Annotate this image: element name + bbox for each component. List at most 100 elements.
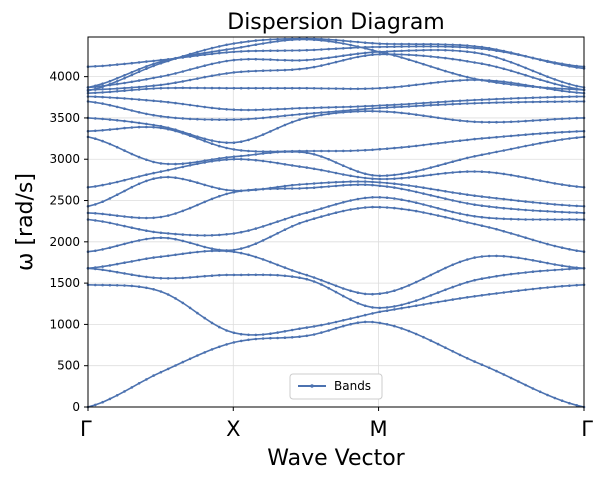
band-point	[159, 231, 163, 235]
band-point	[305, 67, 309, 70]
band-point	[466, 170, 469, 173]
band-point	[174, 162, 177, 166]
band-point	[210, 321, 214, 325]
band-point	[342, 294, 345, 298]
band-point	[371, 205, 374, 209]
band-point	[400, 327, 403, 330]
band-point	[466, 280, 469, 284]
band-point	[458, 74, 462, 77]
band-point	[123, 86, 126, 90]
band-point	[334, 320, 338, 324]
band-point	[152, 113, 155, 117]
band-point	[101, 85, 104, 89]
band-point	[254, 39, 258, 42]
band-point	[108, 142, 112, 146]
band-point	[546, 140, 549, 144]
band-point	[327, 47, 331, 51]
band-point	[261, 225, 265, 228]
band-point	[502, 291, 506, 294]
band-point	[502, 373, 506, 376]
band-point	[145, 78, 148, 81]
band-point	[225, 158, 228, 161]
band-point	[210, 46, 214, 50]
band-point	[356, 175, 360, 179]
band-point	[538, 179, 542, 182]
band-point	[444, 43, 447, 46]
band-point	[101, 220, 104, 223]
band-series	[86, 78, 586, 95]
band-point	[101, 91, 104, 94]
band-point	[371, 109, 374, 113]
band-point	[575, 100, 578, 103]
band-point	[451, 102, 455, 106]
band-point	[225, 329, 228, 332]
band-point	[466, 138, 469, 142]
band-point	[210, 197, 214, 201]
band-point	[210, 234, 214, 237]
band-series	[86, 320, 586, 409]
band-point	[356, 110, 360, 113]
band-point	[298, 59, 301, 62]
band-point	[276, 336, 279, 340]
band-point	[203, 200, 206, 204]
band-point	[174, 86, 177, 90]
band-point	[502, 67, 506, 71]
band-point	[363, 320, 367, 324]
band-point	[269, 115, 272, 119]
band-point	[546, 286, 549, 289]
band-point	[290, 164, 294, 167]
band-point	[218, 325, 221, 329]
band-point	[378, 106, 382, 110]
band-point	[152, 171, 155, 175]
band-point	[568, 130, 571, 134]
band-series	[86, 95, 586, 112]
band-point	[560, 89, 564, 93]
band-point	[181, 162, 185, 165]
band-point	[451, 210, 455, 214]
band-point	[517, 100, 520, 104]
band-point	[422, 104, 425, 107]
band-point	[451, 49, 455, 52]
band-point	[495, 274, 498, 278]
band-point	[334, 110, 338, 113]
band-point	[509, 290, 513, 293]
band-point	[239, 273, 243, 277]
band-point	[320, 331, 323, 334]
band-point	[553, 95, 557, 99]
band-point	[546, 269, 549, 272]
band-point	[480, 294, 484, 297]
band-point	[101, 64, 104, 68]
band-point	[502, 49, 506, 53]
band-point	[356, 40, 360, 44]
y-tick-label: 2500	[49, 194, 80, 208]
band-point	[560, 84, 564, 87]
band-point	[254, 188, 258, 192]
band-point	[400, 183, 403, 186]
band-point	[378, 321, 382, 325]
band-point	[509, 134, 513, 138]
band-point	[115, 90, 119, 93]
band-point	[342, 209, 345, 213]
band-point	[145, 87, 148, 91]
band-point	[575, 404, 578, 407]
band-point	[130, 216, 134, 219]
band-point	[466, 120, 469, 123]
band-point	[429, 205, 433, 208]
band-point	[487, 254, 491, 258]
band-point	[342, 164, 345, 167]
band-point	[239, 50, 243, 53]
band-point	[444, 48, 447, 52]
band-point	[247, 333, 250, 337]
x-tick-label: M	[370, 417, 388, 441]
band-point	[247, 149, 250, 153]
band-point	[276, 69, 279, 72]
band-point	[247, 70, 250, 73]
band-point	[538, 96, 542, 99]
band-point	[174, 297, 177, 300]
band-point	[312, 106, 316, 110]
band-point	[254, 337, 258, 341]
band-point	[232, 189, 236, 192]
band-point	[174, 72, 177, 75]
band-point	[152, 288, 155, 291]
